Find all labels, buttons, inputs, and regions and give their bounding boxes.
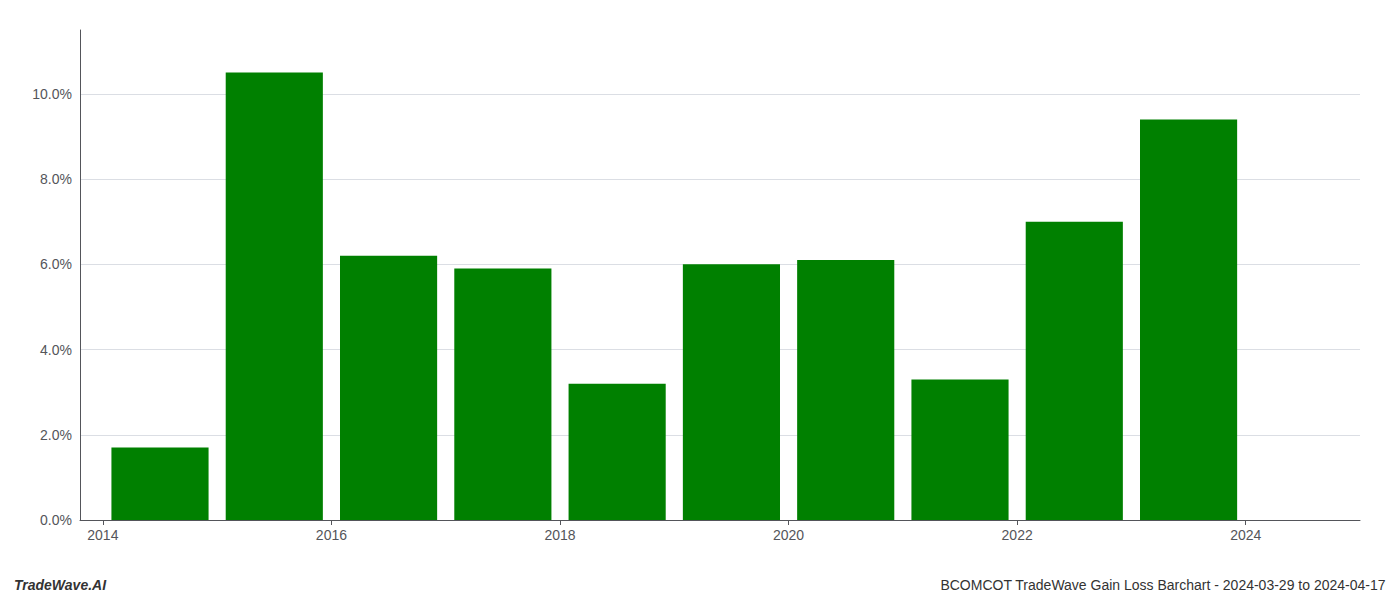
svg-text:0.0%: 0.0%: [40, 512, 72, 528]
svg-text:2020: 2020: [773, 527, 804, 543]
svg-text:2014: 2014: [87, 527, 118, 543]
svg-text:BCOMCOT TradeWave Gain Loss Ba: BCOMCOT TradeWave Gain Loss Barchart - 2…: [940, 577, 1385, 593]
svg-text:2.0%: 2.0%: [40, 427, 72, 443]
svg-text:10.0%: 10.0%: [32, 86, 72, 102]
svg-text:2016: 2016: [316, 527, 347, 543]
svg-text:8.0%: 8.0%: [40, 171, 72, 187]
svg-text:2018: 2018: [544, 527, 575, 543]
svg-text:2022: 2022: [1002, 527, 1033, 543]
svg-text:TradeWave.AI: TradeWave.AI: [14, 577, 107, 593]
svg-text:6.0%: 6.0%: [40, 256, 72, 272]
svg-text:2024: 2024: [1230, 527, 1261, 543]
svg-text:4.0%: 4.0%: [40, 342, 72, 358]
